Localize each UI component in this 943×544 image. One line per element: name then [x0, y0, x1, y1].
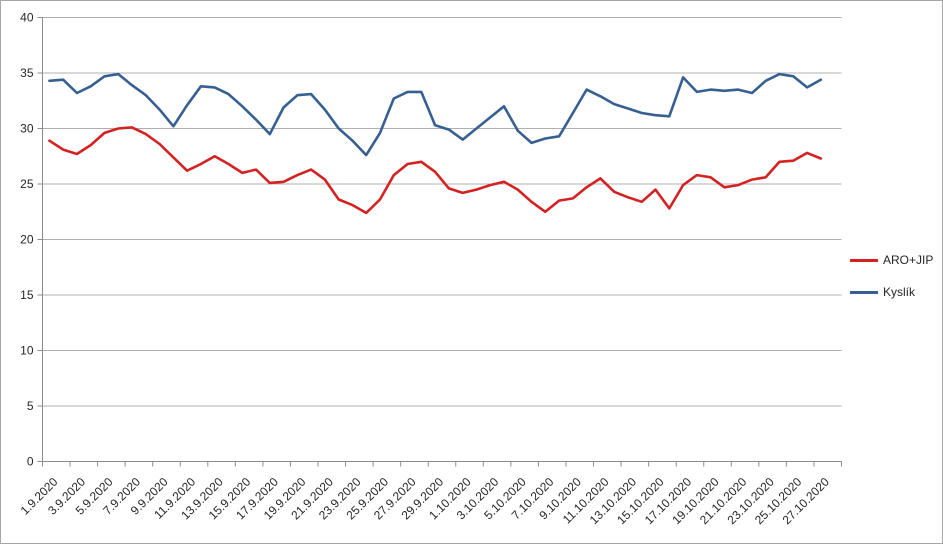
y-tick-label: 40	[20, 11, 34, 25]
y-tick-label: 5	[27, 399, 34, 413]
series-line-aro-jip	[48, 126, 823, 215]
y-tick-label: 20	[20, 233, 34, 247]
y-tick-label: 35	[20, 66, 34, 80]
legend-item-kyslik: Kyslík	[850, 276, 933, 308]
y-tick-label: 15	[20, 288, 34, 302]
legend-swatch-kyslik	[850, 290, 878, 294]
legend-item-aro-jip: ARO+JIP	[850, 244, 933, 276]
legend-label-aro-jip: ARO+JIP	[883, 253, 934, 267]
y-tick-label: 0	[27, 455, 34, 469]
y-tick-label: 25	[20, 177, 34, 191]
legend-label-kyslik: Kyslík	[883, 285, 916, 299]
legend: ARO+JIP Kyslík	[850, 244, 933, 308]
y-tick-label: 10	[20, 344, 34, 358]
legend-swatch-aro-jip	[850, 258, 878, 262]
series-line-kysl-k	[48, 72, 823, 157]
y-tick-label: 30	[20, 122, 34, 136]
